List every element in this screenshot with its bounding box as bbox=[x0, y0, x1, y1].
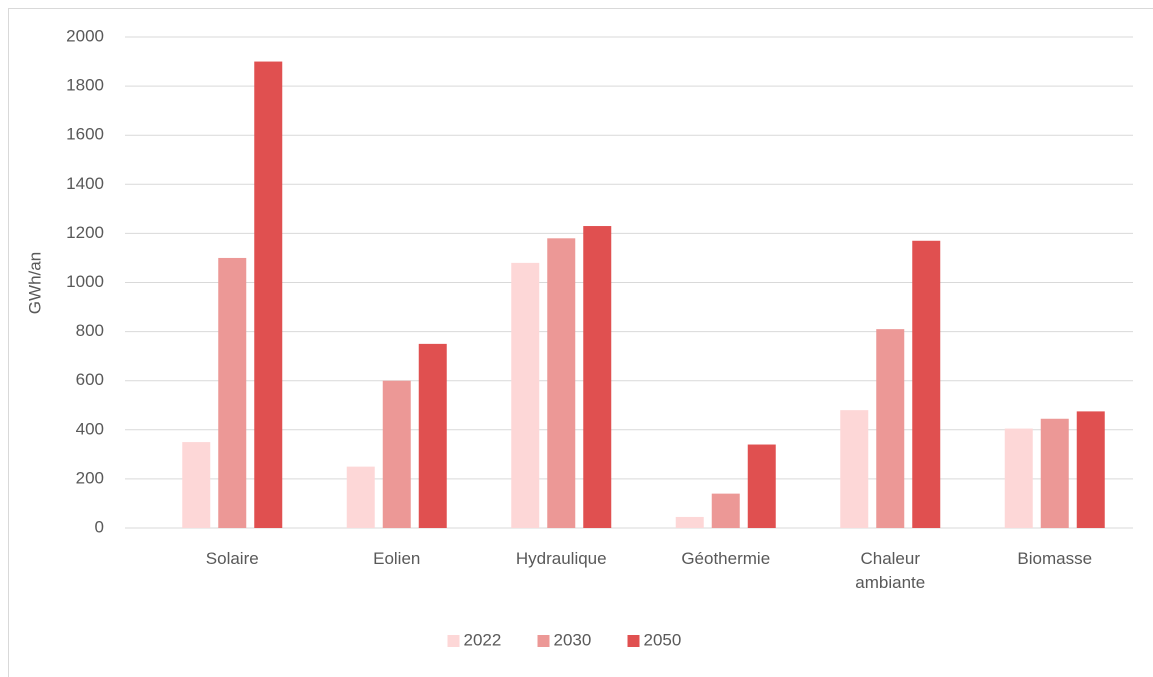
y-tick-label: 200 bbox=[76, 468, 104, 487]
bar bbox=[1076, 411, 1105, 528]
bar bbox=[840, 410, 869, 528]
y-tick-label: 0 bbox=[95, 517, 104, 536]
x-tick-label: Biomasse bbox=[1017, 549, 1093, 568]
x-tick-label: Solaire bbox=[205, 549, 259, 568]
legend-label: 2030 bbox=[554, 630, 592, 649]
legend-swatch bbox=[627, 635, 640, 647]
bar bbox=[747, 444, 776, 528]
y-tick-label: 1600 bbox=[66, 125, 104, 144]
y-tick-label: 400 bbox=[76, 419, 104, 438]
bar bbox=[511, 262, 540, 528]
legend-label: 2050 bbox=[644, 630, 682, 649]
bar bbox=[876, 329, 905, 528]
y-tick-label: 2000 bbox=[66, 26, 104, 45]
bar bbox=[675, 516, 704, 528]
bar bbox=[346, 466, 375, 528]
legend-swatch bbox=[447, 635, 460, 647]
y-tick-label: 1200 bbox=[66, 223, 104, 242]
y-axis-title: GWh/an bbox=[25, 252, 44, 314]
x-tick-label: Chaleur ambiante bbox=[855, 549, 926, 592]
legend-swatch bbox=[537, 635, 550, 647]
bar bbox=[254, 61, 283, 529]
y-tick-label: 800 bbox=[76, 321, 104, 340]
y-tick-label: 1800 bbox=[66, 76, 104, 95]
chart-border bbox=[8, 8, 1153, 677]
bar bbox=[1040, 418, 1069, 528]
x-tick-label: Eolien bbox=[373, 549, 421, 568]
bar bbox=[912, 240, 941, 528]
y-tick-label: 600 bbox=[76, 370, 104, 389]
bar bbox=[547, 238, 576, 528]
bar bbox=[382, 380, 411, 528]
y-tick-label: 1000 bbox=[66, 272, 104, 291]
bar bbox=[711, 493, 740, 528]
bar bbox=[418, 343, 447, 528]
x-tick-label: Géothermie bbox=[681, 549, 771, 568]
legend-label: 2022 bbox=[464, 630, 502, 649]
bar bbox=[583, 226, 612, 528]
y-tick-label: 1400 bbox=[66, 174, 104, 193]
bar bbox=[182, 442, 211, 528]
x-tick-label: Hydraulique bbox=[515, 549, 607, 568]
bar bbox=[1004, 428, 1033, 528]
bar bbox=[218, 257, 247, 528]
